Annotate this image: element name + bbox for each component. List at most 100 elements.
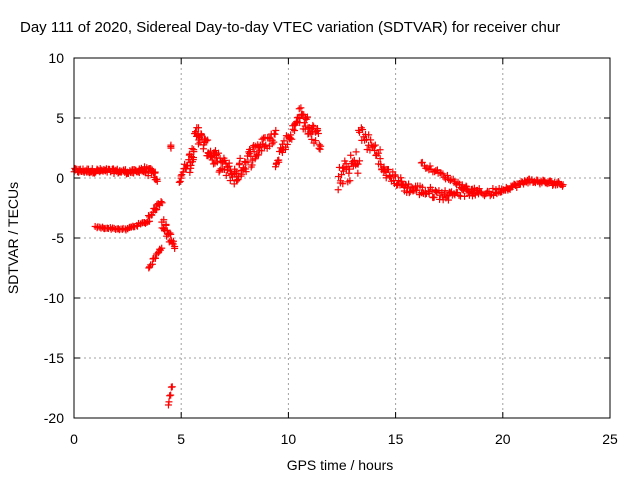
y-tick-label: 5: [56, 110, 64, 126]
data-point: [355, 157, 363, 165]
data-points: [70, 104, 567, 409]
data-point: [216, 166, 224, 174]
data-point: [158, 244, 166, 252]
data-point: [222, 171, 230, 179]
data-point: [226, 177, 234, 185]
data-point: [315, 141, 323, 149]
data-point: [151, 254, 159, 262]
data-point: [439, 170, 447, 178]
data-point: [370, 142, 378, 150]
data-point: [148, 211, 156, 219]
data-point: [281, 145, 289, 153]
data-point: [339, 164, 347, 172]
data-point: [371, 147, 379, 155]
data-point: [168, 383, 176, 391]
data-point: [297, 104, 305, 112]
x-tick-label: 0: [70, 431, 78, 447]
data-point: [258, 147, 266, 155]
data-point: [308, 135, 316, 143]
data-point: [151, 169, 159, 177]
data-point: [177, 172, 185, 180]
data-point: [234, 176, 242, 184]
data-point: [310, 123, 318, 131]
data-point: [346, 177, 354, 185]
data-point: [238, 170, 246, 178]
data-point: [158, 199, 166, 207]
y-tick-label: -5: [52, 230, 65, 246]
data-point: [430, 193, 438, 201]
data-point: [338, 171, 346, 179]
data-point: [258, 135, 266, 143]
data-point: [288, 135, 296, 143]
data-point: [157, 198, 165, 206]
data-point: [153, 177, 161, 185]
data-point: [175, 178, 183, 186]
data-point: [461, 192, 469, 200]
data-point: [374, 149, 382, 157]
data-point: [397, 174, 405, 182]
data-point: [171, 244, 179, 252]
data-point: [413, 186, 421, 194]
x-tick-label: 10: [281, 431, 297, 447]
data-point: [359, 126, 367, 134]
data-point: [354, 169, 362, 177]
data-point: [314, 126, 322, 134]
data-point: [398, 177, 406, 185]
data-point: [291, 127, 299, 135]
data-point: [418, 183, 426, 191]
data-point: [405, 189, 413, 197]
axis-ticks: 0 5 10 15 20 25 -20 -15 -10 -5 0 5 10: [44, 50, 618, 447]
chart-title: Day 111 of 2020, Sidereal Day-to-day VTE…: [20, 19, 560, 36]
grid-lines: [74, 58, 610, 418]
x-tick-label: 5: [177, 431, 185, 447]
data-point: [207, 147, 215, 155]
data-point: [166, 392, 174, 400]
data-point: [345, 169, 353, 177]
data-point: [165, 398, 173, 406]
data-point: [475, 185, 483, 193]
y-tick-label: 0: [56, 170, 64, 186]
data-point: [248, 161, 256, 169]
data-point: [225, 162, 233, 170]
data-point: [384, 166, 392, 174]
data-point: [367, 136, 375, 144]
data-point: [317, 142, 325, 150]
data-point: [349, 158, 357, 166]
data-point: [192, 132, 200, 140]
x-tick-label: 25: [602, 431, 618, 447]
data-point: [189, 154, 197, 162]
data-point: [371, 141, 379, 149]
data-point: [190, 148, 198, 156]
data-point: [441, 187, 449, 195]
data-point: [275, 156, 283, 164]
data-point: [489, 185, 497, 193]
data-point: [376, 146, 384, 154]
data-point: [166, 229, 174, 237]
data-point: [167, 230, 175, 238]
data-point: [202, 137, 210, 145]
data-point: [446, 177, 454, 185]
data-point: [221, 156, 229, 164]
x-axis-title: GPS time / hours: [287, 457, 394, 473]
data-point: [215, 149, 223, 157]
data-point: [168, 239, 176, 247]
data-point: [365, 131, 373, 139]
data-point: [312, 137, 320, 145]
data-point: [352, 148, 360, 156]
data-point: [426, 162, 434, 170]
data-point: [262, 141, 270, 149]
data-point: [376, 155, 384, 163]
data-point: [339, 180, 347, 188]
data-point: [204, 136, 212, 144]
x-tick-label: 15: [388, 431, 404, 447]
data-point: [280, 137, 288, 145]
data-point: [271, 130, 279, 138]
data-point: [179, 168, 187, 176]
y-tick-label: -10: [44, 290, 64, 306]
data-point: [443, 171, 451, 179]
data-point: [354, 160, 362, 168]
data-point: [409, 187, 417, 195]
data-point: [169, 237, 177, 245]
data-point: [187, 161, 195, 169]
data-point: [186, 168, 194, 176]
